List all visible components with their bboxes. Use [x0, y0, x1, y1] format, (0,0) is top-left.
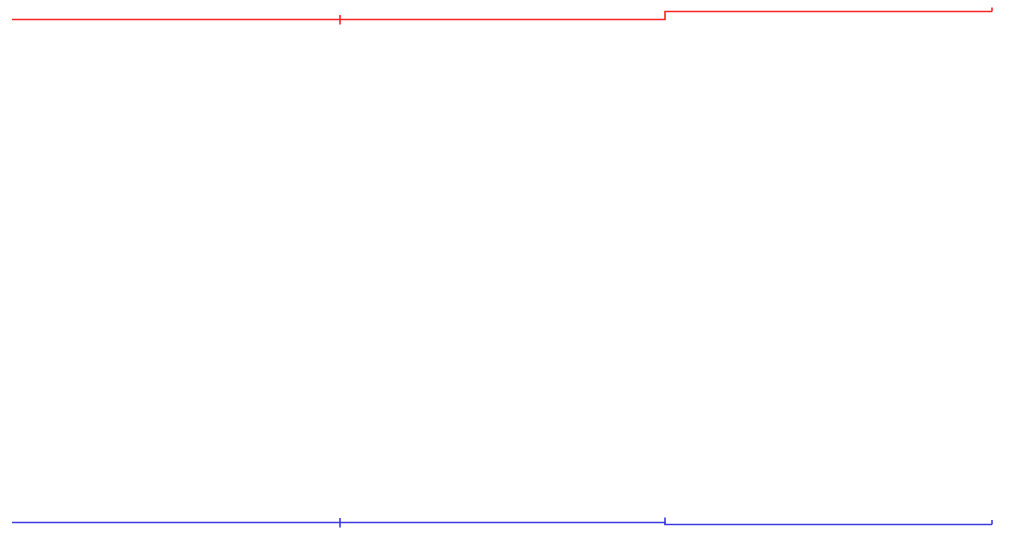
red-trace-line	[12, 10, 992, 21]
blue-trace-line	[12, 521, 992, 526]
